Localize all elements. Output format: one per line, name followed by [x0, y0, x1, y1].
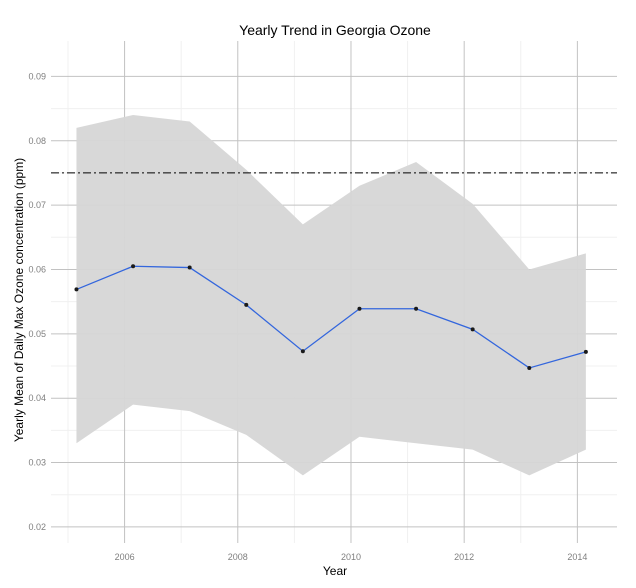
- y-tick-label: 0.02: [28, 522, 46, 532]
- x-tick-label: 2014: [567, 552, 587, 562]
- y-tick-label: 0.09: [28, 71, 46, 81]
- x-tick-label: 2008: [228, 552, 248, 562]
- data-point: [131, 264, 136, 269]
- confidence-ribbon: [76, 115, 586, 476]
- data-point: [74, 287, 79, 292]
- x-axis-title: Year: [323, 564, 347, 578]
- y-tick-label: 0.06: [28, 264, 46, 274]
- data-point: [527, 365, 532, 370]
- data-point: [583, 349, 588, 354]
- series-layer: [74, 264, 588, 370]
- data-point: [470, 327, 475, 332]
- y-tick-label: 0.08: [28, 136, 46, 146]
- x-tick-labels: 2006 2008 2010 2012 2014: [115, 552, 588, 562]
- y-tick-label: 0.03: [28, 458, 46, 468]
- x-tick-label: 2010: [341, 552, 361, 562]
- y-tick-labels: 0.02 0.03 0.04 0.05 0.06 0.07 0.08 0.09: [28, 71, 46, 532]
- x-tick-label: 2012: [454, 552, 474, 562]
- chart-title: Yearly Trend in Georgia Ozone: [239, 22, 431, 38]
- series-line: [76, 265, 587, 369]
- data-point: [357, 306, 362, 311]
- data-point: [300, 349, 305, 354]
- data-point: [187, 265, 192, 270]
- y-tick-label: 0.05: [28, 329, 46, 339]
- x-tick-label: 2006: [115, 552, 135, 562]
- y-axis-title: Yearly Mean of Daily Max Ozone concentra…: [12, 158, 26, 442]
- y-tick-label: 0.04: [28, 393, 46, 403]
- y-tick-label: 0.07: [28, 200, 46, 210]
- data-point: [414, 306, 419, 311]
- data-point: [244, 302, 249, 307]
